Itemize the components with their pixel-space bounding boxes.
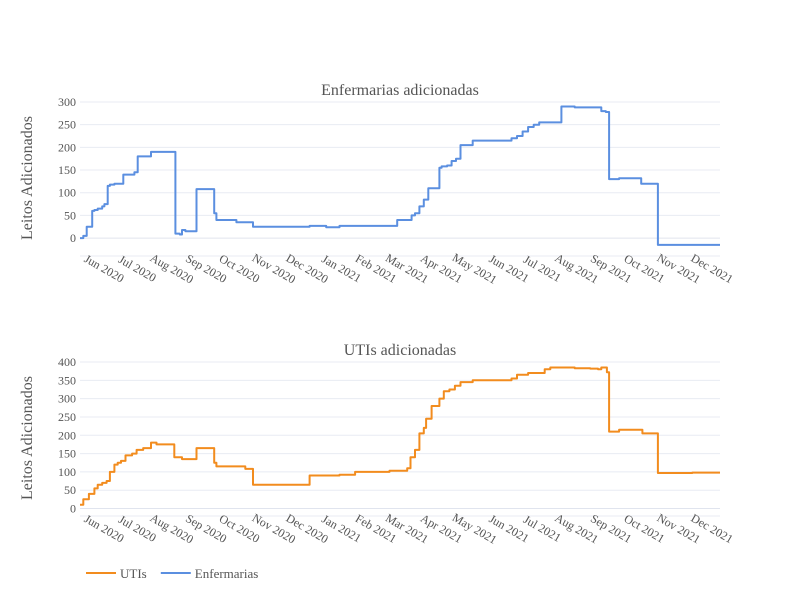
- chart-title: UTIs adicionadas: [344, 342, 456, 359]
- y-axis-label: Leitos Adicionados: [19, 376, 36, 500]
- y-axis-label: Leitos Adicionados: [19, 116, 36, 240]
- y-tick-label: 150: [58, 163, 76, 177]
- chart-title: Enfermarias adicionadas: [321, 82, 479, 99]
- legend-label-utis: UTIs: [120, 566, 147, 581]
- y-tick-label: 350: [58, 373, 76, 387]
- y-tick-label: 100: [58, 465, 76, 479]
- y-tick-label: 0: [70, 231, 76, 245]
- y-tick-label: 400: [58, 355, 76, 369]
- y-tick-label: 300: [58, 95, 76, 109]
- series-line-utis: [80, 366, 720, 506]
- y-tick-label: 200: [58, 428, 76, 442]
- y-tick-label: 300: [58, 392, 76, 406]
- legend-label-enfermarias: Enfermarias: [195, 566, 259, 581]
- y-tick-label: 200: [58, 140, 76, 154]
- y-tick-label: 0: [70, 502, 76, 516]
- series-line-enfermarias: [80, 105, 720, 246]
- y-tick-label: 250: [58, 410, 76, 424]
- y-tick-label: 250: [58, 118, 76, 132]
- y-tick-label: 100: [58, 186, 76, 200]
- y-tick-label: 50: [64, 483, 76, 497]
- y-tick-label: 150: [58, 447, 76, 461]
- y-tick-label: 50: [64, 208, 76, 222]
